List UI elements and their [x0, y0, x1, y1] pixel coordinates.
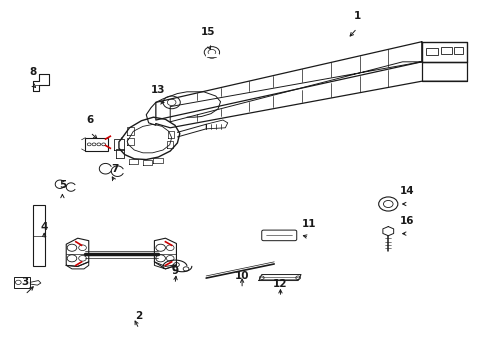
Bar	[14, 277, 30, 288]
Text: 11: 11	[301, 219, 316, 229]
Circle shape	[67, 255, 77, 262]
Text: 4: 4	[41, 222, 48, 232]
Circle shape	[87, 143, 91, 146]
Circle shape	[163, 96, 180, 109]
Bar	[33, 205, 44, 266]
Circle shape	[295, 276, 300, 279]
Circle shape	[383, 201, 392, 207]
Circle shape	[167, 99, 176, 105]
Text: 5: 5	[59, 180, 66, 190]
Circle shape	[166, 256, 174, 261]
Text: 12: 12	[273, 279, 287, 289]
Circle shape	[16, 280, 21, 284]
Circle shape	[204, 47, 219, 58]
Bar	[440, 48, 450, 54]
Circle shape	[67, 244, 77, 251]
Circle shape	[208, 49, 215, 55]
Text: 8: 8	[29, 67, 36, 77]
Text: 2: 2	[135, 311, 142, 321]
Text: 3: 3	[21, 277, 29, 287]
Text: 1: 1	[353, 10, 360, 21]
Circle shape	[92, 143, 96, 146]
Text: 10: 10	[234, 271, 249, 281]
Text: 9: 9	[171, 266, 178, 276]
Circle shape	[156, 255, 165, 262]
Circle shape	[259, 276, 264, 279]
Circle shape	[79, 245, 86, 251]
Bar	[453, 48, 462, 54]
Circle shape	[378, 197, 397, 211]
Text: 15: 15	[201, 27, 215, 37]
Bar	[85, 138, 108, 151]
Circle shape	[102, 143, 105, 146]
Circle shape	[173, 262, 179, 267]
Text: 6: 6	[86, 114, 94, 125]
Bar	[425, 48, 437, 55]
Circle shape	[166, 245, 174, 251]
Circle shape	[183, 267, 188, 271]
Circle shape	[97, 143, 101, 146]
FancyBboxPatch shape	[261, 230, 296, 241]
Text: 13: 13	[151, 85, 165, 95]
Circle shape	[79, 256, 86, 261]
Circle shape	[156, 244, 165, 251]
Text: 16: 16	[399, 216, 414, 226]
Text: 14: 14	[399, 186, 414, 196]
Text: 7: 7	[111, 164, 119, 174]
